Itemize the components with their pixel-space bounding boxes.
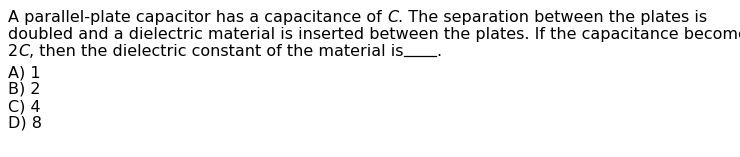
- Text: , then the dielectric constant of the material is: , then the dielectric constant of the ma…: [30, 44, 404, 59]
- Text: 2: 2: [8, 44, 18, 59]
- Text: B) 2: B) 2: [8, 82, 41, 97]
- Text: C: C: [387, 10, 398, 25]
- Text: .: .: [436, 44, 441, 59]
- Text: D) 8: D) 8: [8, 116, 42, 131]
- Text: doubled and a dielectric material is inserted between the plates. If the capacit: doubled and a dielectric material is ins…: [8, 27, 740, 42]
- Text: A parallel-plate capacitor has a capacitance of: A parallel-plate capacitor has a capacit…: [8, 10, 387, 25]
- Text: A) 1: A) 1: [8, 65, 41, 80]
- Text: . The separation between the plates is: . The separation between the plates is: [398, 10, 707, 25]
- Text: C) 4: C) 4: [8, 99, 41, 114]
- Text: C: C: [18, 44, 30, 59]
